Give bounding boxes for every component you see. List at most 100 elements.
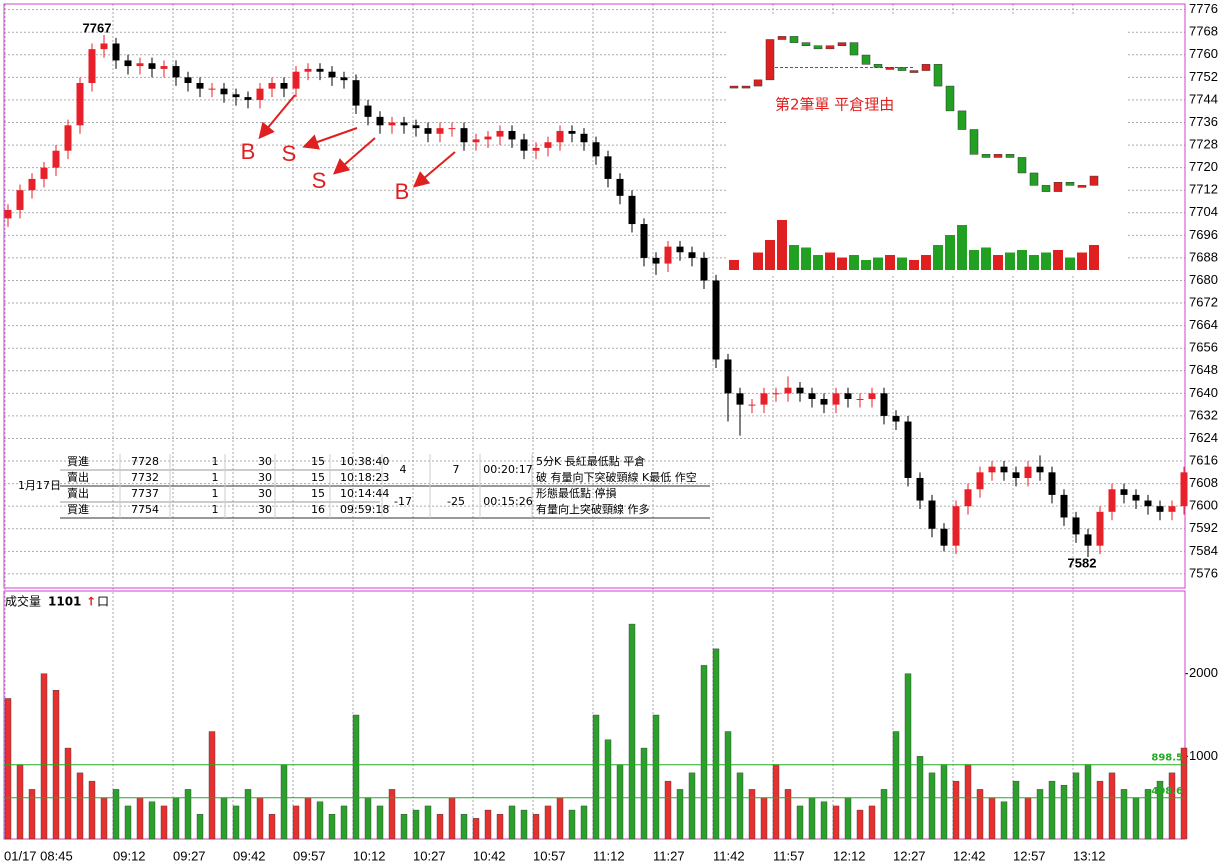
table-cell: 買進	[67, 503, 89, 516]
volume-bar	[616, 764, 624, 840]
table-cell: 30	[258, 487, 272, 500]
table-date: 1月17日	[18, 479, 61, 492]
y-tick-label: 7576	[1189, 565, 1218, 580]
candle-body	[796, 387, 804, 394]
inset-candle	[1017, 157, 1027, 174]
table-cell: 10:18:23	[340, 471, 389, 484]
volume-bar	[688, 772, 696, 840]
table-cell: 1	[212, 503, 219, 516]
volume-bar	[1120, 789, 1128, 840]
inset-caption: 第2筆單 平倉理由	[775, 96, 894, 114]
candle-body	[904, 421, 912, 478]
volume-bar	[184, 789, 192, 840]
volume-bar	[16, 764, 24, 840]
table-cell: 30	[258, 503, 272, 516]
volume-bar	[736, 772, 744, 840]
table-cell: 15	[311, 487, 325, 500]
trough-label: 7582	[1068, 555, 1097, 570]
volume-bar	[808, 797, 816, 840]
volume-bar	[76, 772, 84, 840]
x-tick-label: 10:57	[533, 848, 566, 863]
ma-label: 498.6	[1151, 786, 1183, 797]
candle-body	[964, 489, 972, 507]
table-note: 破 有量向下突破頸線 K最低 作空	[536, 470, 697, 484]
inset-candle	[813, 45, 823, 50]
inset-candle	[825, 45, 835, 50]
table-cell: 16	[311, 503, 325, 516]
candle-body	[844, 393, 852, 399]
candle-body	[892, 415, 900, 422]
volume-bar	[556, 797, 564, 840]
volume-bar	[784, 789, 792, 840]
annotation: B	[241, 139, 256, 164]
volume-bar	[1000, 801, 1008, 840]
candle-body	[616, 178, 624, 196]
x-tick-label: 11:42	[713, 848, 745, 863]
candle-body	[976, 472, 984, 490]
peak-label: 7767	[83, 20, 112, 35]
volume-bar	[1144, 789, 1152, 840]
volume-bar	[316, 801, 324, 840]
candle-body	[1120, 489, 1128, 495]
candle-body	[772, 393, 780, 395]
candle-body	[52, 150, 60, 168]
table-cell: 7754	[131, 503, 159, 516]
table-cell: 賣出	[67, 486, 89, 500]
candle-body	[292, 71, 300, 89]
volume-bar	[1156, 780, 1164, 840]
inset-candle	[1089, 175, 1099, 186]
y-tick-label: 7720	[1189, 159, 1218, 174]
candle-body	[376, 116, 384, 126]
inset-volume-bar	[1053, 250, 1063, 270]
y-tick-label: 7768	[1189, 24, 1218, 39]
volume-bar	[532, 814, 540, 840]
inset-volume-bar	[1065, 257, 1075, 270]
table-note: 5分K 長紅最低點 平倉	[536, 454, 645, 468]
volume-bar	[388, 789, 396, 840]
x-tick-label: 11:12	[593, 848, 625, 863]
y-tick-label: 7592	[1189, 520, 1218, 535]
candle-body	[1096, 511, 1104, 546]
volume-bar	[28, 789, 36, 840]
table-cell: 1	[212, 455, 219, 468]
volume-bar	[340, 805, 348, 840]
candle-body	[1132, 494, 1140, 501]
arrow	[412, 151, 456, 188]
volume-bar	[376, 805, 384, 840]
candle-body	[184, 77, 192, 83]
candle-body	[784, 387, 792, 394]
candle-body	[304, 68, 312, 72]
candle-body	[1024, 466, 1032, 478]
inset-volume-bar	[1041, 252, 1051, 270]
volume-bar	[592, 714, 600, 840]
table-note: 有量向上突破頸線 作多	[536, 502, 650, 516]
inset-candle	[1029, 172, 1039, 186]
candle-body	[448, 128, 456, 130]
table-cell: 1	[212, 487, 219, 500]
table-cell: 7732	[131, 471, 159, 484]
inset-volume-bar	[897, 257, 907, 270]
candle-body	[4, 209, 12, 219]
volume-bar	[424, 805, 432, 840]
inset-volume-bar	[825, 252, 835, 270]
candle-body	[76, 82, 84, 126]
candle-body	[436, 128, 444, 134]
candle-body	[664, 246, 672, 264]
candle-body	[484, 136, 492, 140]
candle-body	[952, 506, 960, 546]
candle-body	[1180, 472, 1188, 507]
inset-volume-bar	[765, 240, 775, 270]
volume-bar	[700, 665, 708, 840]
y-tick-label: 7640	[1189, 385, 1218, 400]
volume-bar	[724, 731, 732, 840]
candle-body	[28, 178, 36, 191]
volume-bar	[448, 797, 456, 840]
y-tick-label: 7680	[1189, 272, 1218, 287]
candle-body	[1084, 534, 1092, 546]
y-tick-label: 7584	[1189, 543, 1218, 558]
candle-body	[412, 125, 420, 129]
y-tick-label: 7736	[1189, 114, 1218, 129]
volume-arrow: ↑	[86, 595, 96, 609]
volume-bar	[460, 814, 468, 840]
